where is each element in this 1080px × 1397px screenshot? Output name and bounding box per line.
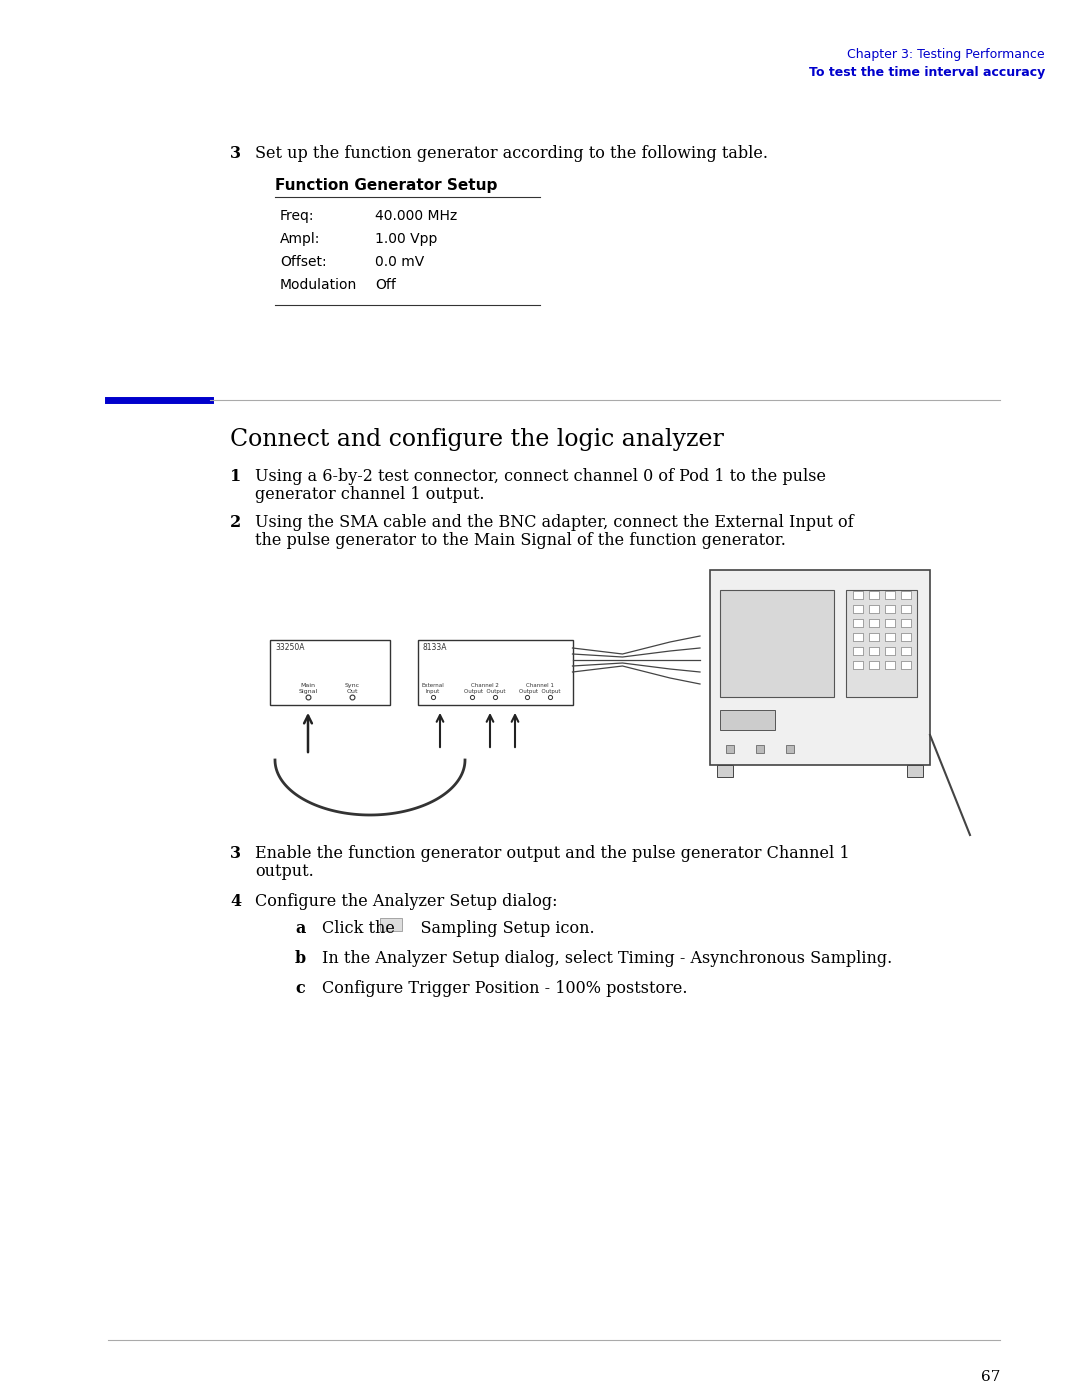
Text: External
Input: External Input (421, 683, 444, 694)
Bar (853, 605, 863, 613)
Bar (720, 590, 835, 697)
Text: Channel 1
Output  Output: Channel 1 Output Output (519, 683, 561, 694)
Text: 40.000 MHz: 40.000 MHz (375, 210, 457, 224)
Bar (885, 605, 895, 613)
Text: Configure Trigger Position - 100% poststore.: Configure Trigger Position - 100% postst… (322, 981, 688, 997)
Text: Chapter 3: Testing Performance: Chapter 3: Testing Performance (848, 47, 1045, 61)
Text: Channel 2
Output  Output: Channel 2 Output Output (464, 683, 505, 694)
Bar (885, 633, 895, 641)
Text: 3: 3 (230, 845, 241, 862)
Bar (901, 647, 912, 655)
Text: 4: 4 (230, 893, 241, 909)
Text: 2: 2 (230, 514, 241, 531)
Bar (869, 591, 879, 599)
Bar (270, 640, 390, 705)
Text: Enable the function generator output and the pulse generator Channel 1: Enable the function generator output and… (255, 845, 850, 862)
Bar (885, 619, 895, 627)
Text: 33250A: 33250A (275, 643, 305, 652)
Bar (380, 918, 402, 930)
Text: b: b (295, 950, 306, 967)
Bar (853, 647, 863, 655)
Bar (853, 591, 863, 599)
Bar (901, 661, 912, 669)
Text: the pulse generator to the Main Signal of the function generator.: the pulse generator to the Main Signal o… (255, 532, 786, 549)
Bar (853, 661, 863, 669)
Text: output.: output. (255, 863, 314, 880)
Text: Connect and configure the logic analyzer: Connect and configure the logic analyzer (230, 427, 724, 451)
Bar (869, 647, 879, 655)
Text: Using the SMA cable and the BNC adapter, connect the External Input of: Using the SMA cable and the BNC adapter,… (255, 514, 853, 531)
Text: Sync
Out: Sync Out (345, 683, 360, 694)
Bar (869, 661, 879, 669)
Text: Configure the Analyzer Setup dialog:: Configure the Analyzer Setup dialog: (255, 893, 557, 909)
Text: Click the     Sampling Setup icon.: Click the Sampling Setup icon. (322, 921, 595, 937)
Bar (869, 633, 879, 641)
Text: 8133A: 8133A (422, 643, 447, 652)
Bar (885, 591, 895, 599)
Text: Off: Off (375, 278, 396, 292)
Bar (720, 711, 775, 729)
Bar (847, 590, 917, 697)
Text: 1.00 Vpp: 1.00 Vpp (375, 232, 437, 246)
Bar (901, 605, 912, 613)
Bar (907, 766, 923, 777)
Text: Set up the function generator according to the following table.: Set up the function generator according … (255, 145, 768, 162)
Text: c: c (295, 981, 305, 997)
Text: a: a (295, 921, 306, 937)
Text: Using a 6-by-2 test connector, connect channel 0 of Pod 1 to the pulse: Using a 6-by-2 test connector, connect c… (255, 468, 826, 485)
Bar (710, 570, 930, 766)
Bar (901, 591, 912, 599)
Bar (901, 633, 912, 641)
Text: In the Analyzer Setup dialog, select Timing - Asynchronous Sampling.: In the Analyzer Setup dialog, select Tim… (322, 950, 892, 967)
Bar (885, 647, 895, 655)
Bar (853, 619, 863, 627)
Text: Main
Signal: Main Signal (298, 683, 318, 694)
Bar (901, 619, 912, 627)
Text: 1: 1 (230, 468, 241, 485)
Text: 0.0 mV: 0.0 mV (375, 256, 424, 270)
Bar (885, 661, 895, 669)
Text: Freq:: Freq: (280, 210, 314, 224)
Bar (869, 619, 879, 627)
Bar (717, 766, 733, 777)
Text: Function Generator Setup: Function Generator Setup (275, 177, 498, 193)
Bar (853, 633, 863, 641)
Text: generator channel 1 output.: generator channel 1 output. (255, 486, 485, 503)
Bar (869, 605, 879, 613)
Text: Ampl:: Ampl: (280, 232, 321, 246)
Text: To test the time interval accuracy: To test the time interval accuracy (809, 66, 1045, 80)
Text: Offset:: Offset: (280, 256, 326, 270)
Text: 67: 67 (981, 1370, 1000, 1384)
Bar (418, 640, 572, 705)
Text: 3: 3 (230, 145, 241, 162)
Text: Modulation: Modulation (280, 278, 357, 292)
